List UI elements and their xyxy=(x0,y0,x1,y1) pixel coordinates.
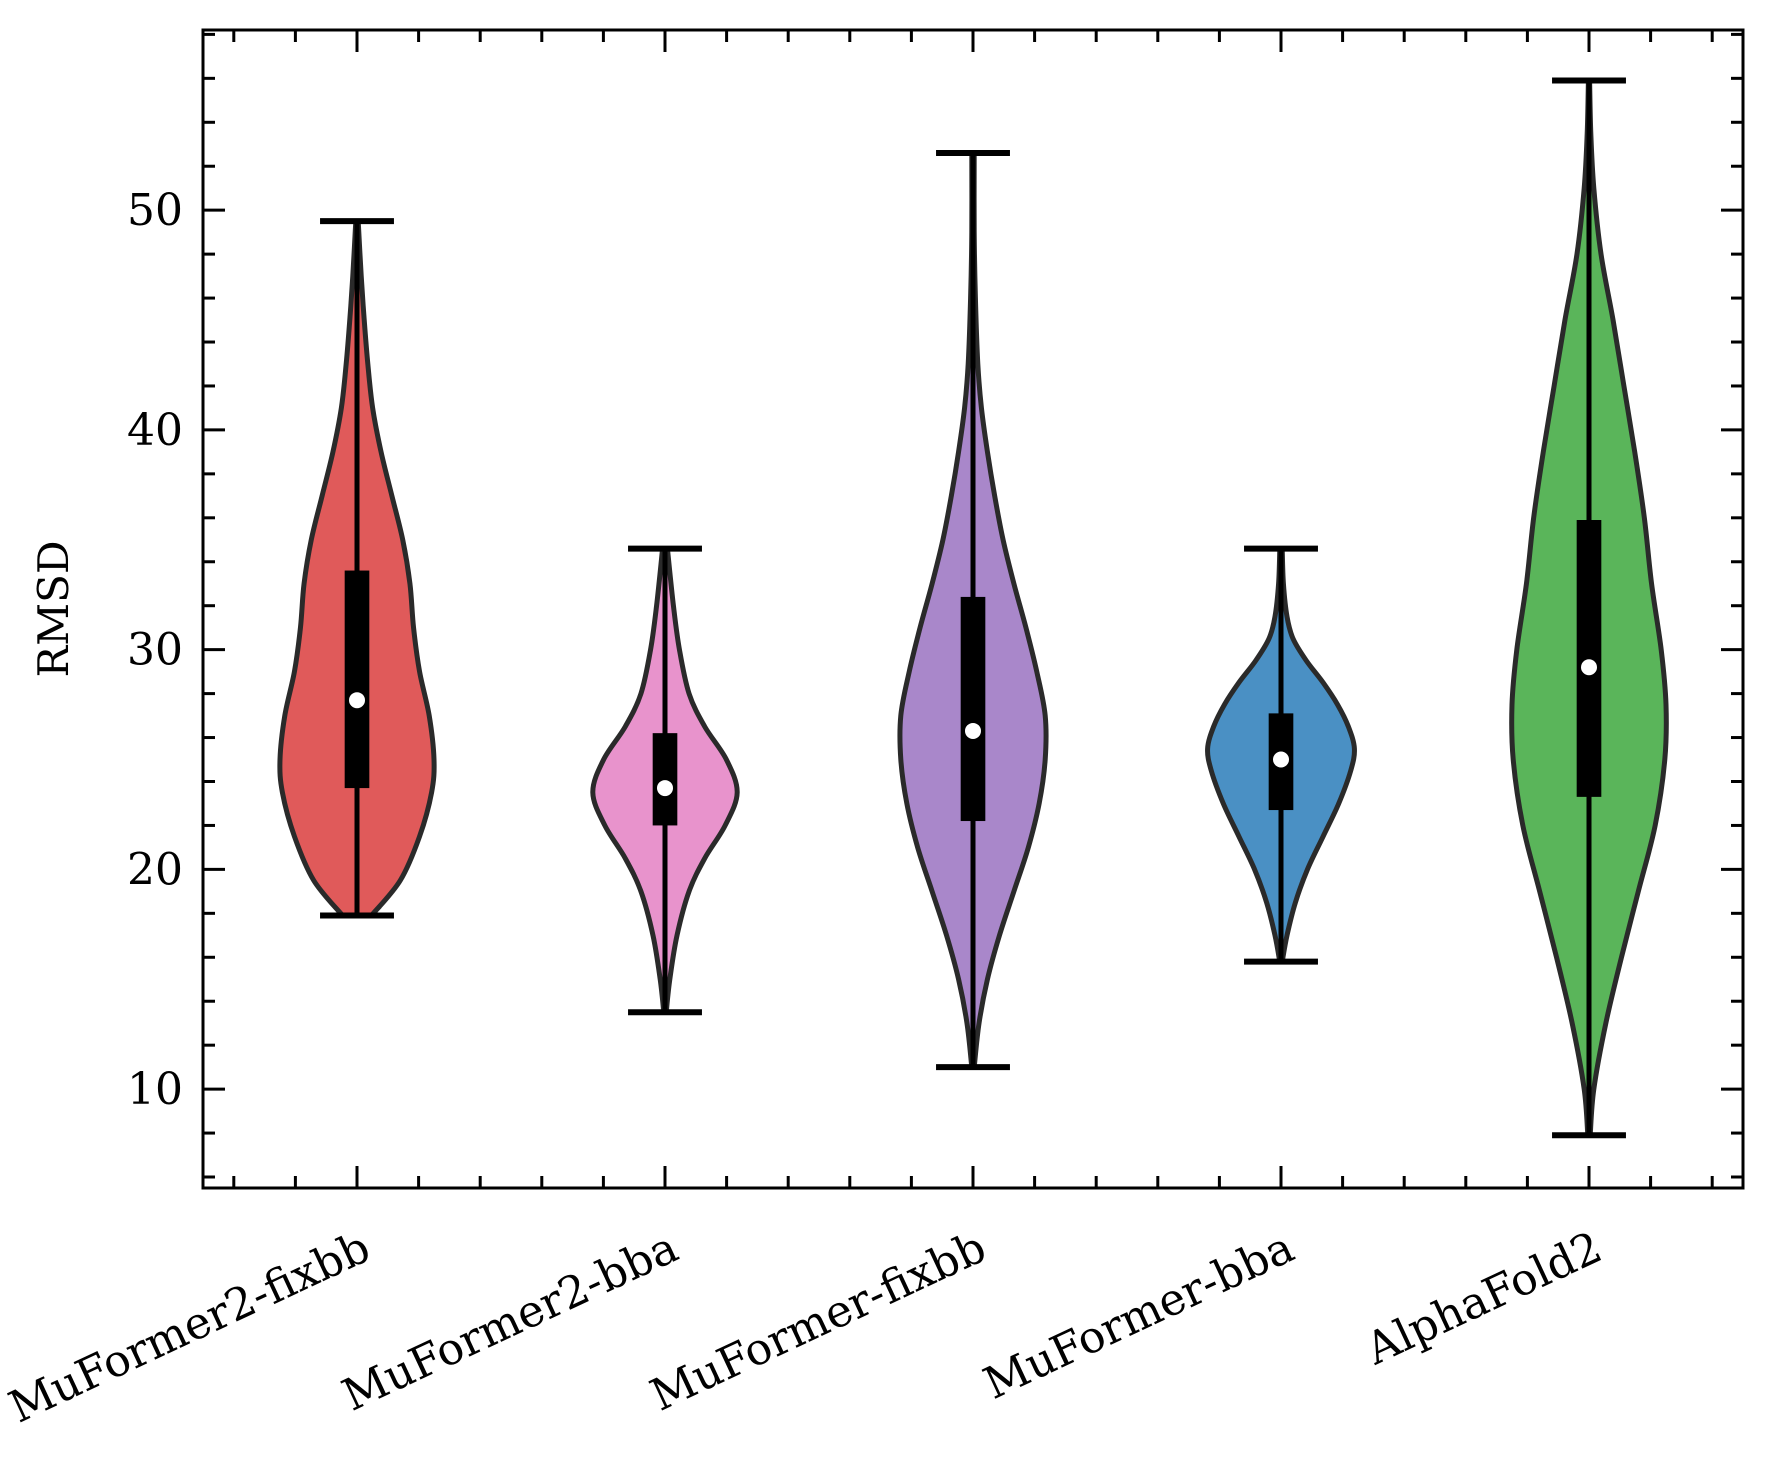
median-point xyxy=(1581,659,1597,676)
iqr-box xyxy=(1576,520,1602,797)
y-tick-label: 40 xyxy=(127,405,183,456)
y-tick-label: 20 xyxy=(127,844,183,895)
plot-frame xyxy=(201,28,1745,1190)
y-tick-label: 10 xyxy=(127,1064,183,1115)
iqr-box xyxy=(344,570,370,789)
median-point xyxy=(1273,751,1289,768)
iqr-box xyxy=(960,596,986,822)
violin-4 xyxy=(1205,545,1357,965)
median-point xyxy=(349,692,365,709)
violins xyxy=(277,77,1669,1139)
violin-5 xyxy=(1509,77,1669,1139)
y-tick-label: 30 xyxy=(127,625,183,676)
y-axis-label: RMSD xyxy=(29,540,78,677)
median-point xyxy=(965,722,981,739)
axis-ticks xyxy=(203,30,1743,1188)
violin-1 xyxy=(277,218,437,919)
violin-2 xyxy=(590,545,740,1016)
iqr-box xyxy=(652,733,678,826)
y-tick-label: 50 xyxy=(127,185,183,236)
violin-3 xyxy=(897,150,1049,1071)
median-point xyxy=(657,780,673,797)
y-tick-labels: 10 20 30 40 50 xyxy=(127,185,183,1115)
